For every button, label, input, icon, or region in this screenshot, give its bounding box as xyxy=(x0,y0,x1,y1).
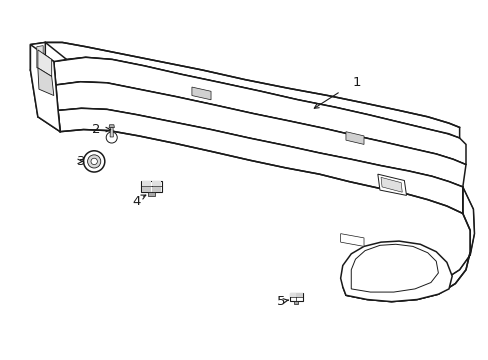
Polygon shape xyxy=(110,128,113,137)
Polygon shape xyxy=(151,186,161,192)
Polygon shape xyxy=(340,241,451,302)
Polygon shape xyxy=(289,293,302,301)
Polygon shape xyxy=(148,192,154,196)
Polygon shape xyxy=(342,187,473,302)
Text: 4: 4 xyxy=(132,195,141,208)
Polygon shape xyxy=(345,132,363,144)
Polygon shape xyxy=(296,293,302,297)
Polygon shape xyxy=(293,301,298,304)
Polygon shape xyxy=(141,181,162,192)
Polygon shape xyxy=(56,82,465,187)
Polygon shape xyxy=(380,177,402,192)
Polygon shape xyxy=(289,293,295,297)
Text: 2: 2 xyxy=(92,123,101,136)
Polygon shape xyxy=(58,108,462,213)
Polygon shape xyxy=(377,174,406,195)
Polygon shape xyxy=(340,234,363,246)
Polygon shape xyxy=(191,87,211,100)
Polygon shape xyxy=(37,46,43,68)
Polygon shape xyxy=(54,57,465,165)
Polygon shape xyxy=(151,181,161,186)
Circle shape xyxy=(83,151,104,172)
Polygon shape xyxy=(30,42,66,62)
Polygon shape xyxy=(142,186,151,192)
Polygon shape xyxy=(142,181,151,186)
Text: 1: 1 xyxy=(352,76,360,89)
Text: 3: 3 xyxy=(77,155,85,168)
Polygon shape xyxy=(30,45,60,132)
Circle shape xyxy=(91,158,97,165)
Circle shape xyxy=(87,155,101,168)
Polygon shape xyxy=(30,42,45,70)
Polygon shape xyxy=(38,50,52,76)
Polygon shape xyxy=(350,244,437,292)
Text: 5: 5 xyxy=(276,295,285,308)
Circle shape xyxy=(106,132,117,143)
Polygon shape xyxy=(33,42,459,138)
Polygon shape xyxy=(38,68,54,95)
Polygon shape xyxy=(109,125,114,128)
